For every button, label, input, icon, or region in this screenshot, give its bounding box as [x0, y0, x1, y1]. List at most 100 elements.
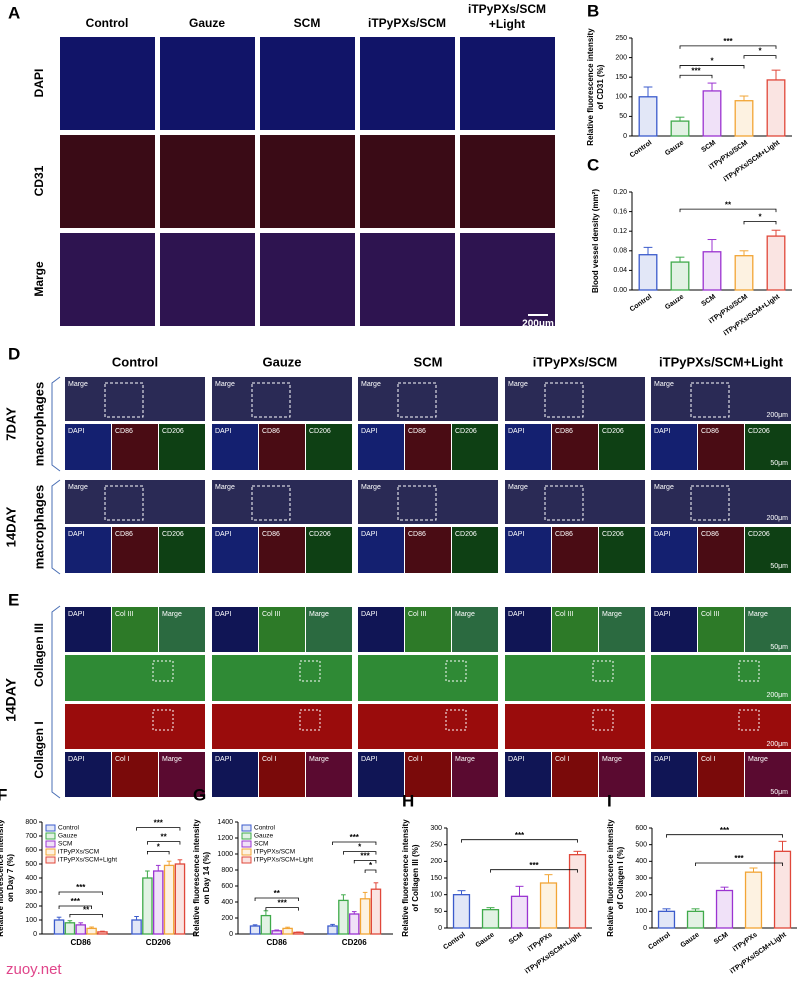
tile-label: CD86	[115, 428, 133, 435]
roi-box	[544, 382, 584, 418]
tile-label: Col III	[555, 611, 573, 618]
row-label: 7DAY	[3, 407, 18, 441]
significance-label: *	[157, 843, 161, 852]
legend-swatch	[45, 832, 56, 840]
tile-label: DAPI	[68, 611, 84, 618]
legend-swatch	[241, 856, 252, 864]
micrograph	[358, 480, 498, 524]
micrograph	[651, 607, 697, 652]
tile-label: Marge	[215, 484, 235, 491]
column-header: Gauze	[189, 16, 225, 30]
y-axis-label: Blood vessel density (mm²)	[591, 189, 600, 293]
y-tick-label: 1200	[217, 835, 233, 842]
micrograph	[212, 655, 352, 701]
x-tick-label: Control	[629, 293, 653, 313]
micrograph	[599, 752, 645, 797]
row-label: macrophages	[31, 485, 46, 570]
micrograph	[552, 752, 598, 797]
y-tick-label: 100	[615, 94, 627, 101]
micrograph	[358, 704, 498, 749]
micrograph	[306, 424, 352, 470]
micrograph	[159, 527, 205, 573]
significance-label: ***	[734, 854, 744, 863]
micrograph	[745, 752, 791, 797]
significance-bracket	[332, 841, 377, 845]
y-tick-label: 200	[615, 54, 627, 61]
tile-label: CD206	[162, 428, 184, 435]
bar	[702, 90, 722, 137]
micrograph	[112, 527, 158, 573]
micrograph	[65, 704, 205, 749]
micrograph	[160, 135, 255, 228]
significance-label: *	[710, 57, 714, 66]
y-tick-label: 150	[615, 74, 627, 81]
y-tick-label: 600	[25, 847, 37, 854]
micrograph	[306, 607, 352, 652]
significance-label: ***	[720, 826, 730, 835]
x-tick-label: iTPyPXs	[527, 931, 554, 953]
column-header: Control	[112, 354, 158, 369]
micrograph	[599, 607, 645, 652]
roi-box	[104, 485, 144, 521]
tile-label: Marge	[309, 756, 329, 763]
legend-swatch	[45, 840, 56, 848]
bar	[452, 894, 471, 929]
significance-label: *	[358, 843, 362, 852]
tile-label: Col III	[115, 611, 133, 618]
x-tick-label: Gauze	[679, 931, 700, 949]
y-tick-label: 0	[643, 925, 647, 932]
micrograph	[405, 424, 451, 470]
x-tick-label: Gauze	[664, 139, 685, 157]
y-tick-label: 1000	[217, 851, 233, 858]
y-tick-label: 500	[25, 861, 37, 868]
y-tick-label: 250	[615, 35, 627, 42]
scale-label: 200μm	[766, 692, 788, 699]
significance-label: *	[758, 47, 762, 56]
bar	[97, 931, 108, 935]
y-axis-label: of Collagen III (%)	[411, 844, 420, 911]
significance-label: ***	[360, 852, 370, 861]
significance-label: **	[161, 833, 168, 842]
bar	[152, 870, 164, 935]
micrograph	[259, 752, 305, 797]
tile-label: CD206	[309, 428, 331, 435]
y-tick-label: 100	[635, 908, 647, 915]
micrograph	[260, 233, 355, 326]
significance-bracket	[695, 862, 783, 866]
micrograph	[552, 527, 598, 573]
y-tick-label: 700	[25, 833, 37, 840]
tile-label: DAPI	[215, 428, 231, 435]
column-header: SCM	[294, 16, 321, 30]
bar	[766, 235, 786, 291]
micrograph	[65, 377, 205, 421]
tile-label: CD206	[455, 428, 477, 435]
y-tick-label: 0.04	[613, 267, 627, 274]
tile-label: Col III	[701, 611, 719, 618]
micrograph	[259, 607, 305, 652]
micrograph	[505, 704, 645, 749]
panel-letter: D	[8, 344, 20, 363]
micrograph	[552, 424, 598, 470]
tile-label: Marge	[68, 484, 88, 491]
bar	[260, 914, 272, 935]
micrograph	[651, 752, 697, 797]
bar	[142, 877, 153, 935]
scale-label: 200μm	[766, 515, 788, 522]
significance-label: ***	[529, 861, 539, 870]
column-header: iTPyPXs/SCM	[468, 2, 546, 16]
micrograph	[358, 607, 404, 652]
micrograph	[599, 424, 645, 470]
tile-label: DAPI	[361, 756, 377, 763]
tile-label: Marge	[508, 484, 528, 491]
significance-bracket	[69, 914, 103, 918]
bar	[766, 79, 786, 137]
legend-swatch	[241, 824, 252, 832]
bar	[348, 913, 360, 935]
x-tick-label: iTPyPXs/SCM+Light	[723, 139, 782, 183]
tile-label: DAPI	[654, 428, 670, 435]
roi-box	[251, 485, 291, 521]
y-tick-label: 0.08	[613, 248, 627, 255]
bar	[174, 863, 186, 935]
bar	[539, 882, 558, 929]
y-tick-label: 800	[25, 819, 37, 826]
